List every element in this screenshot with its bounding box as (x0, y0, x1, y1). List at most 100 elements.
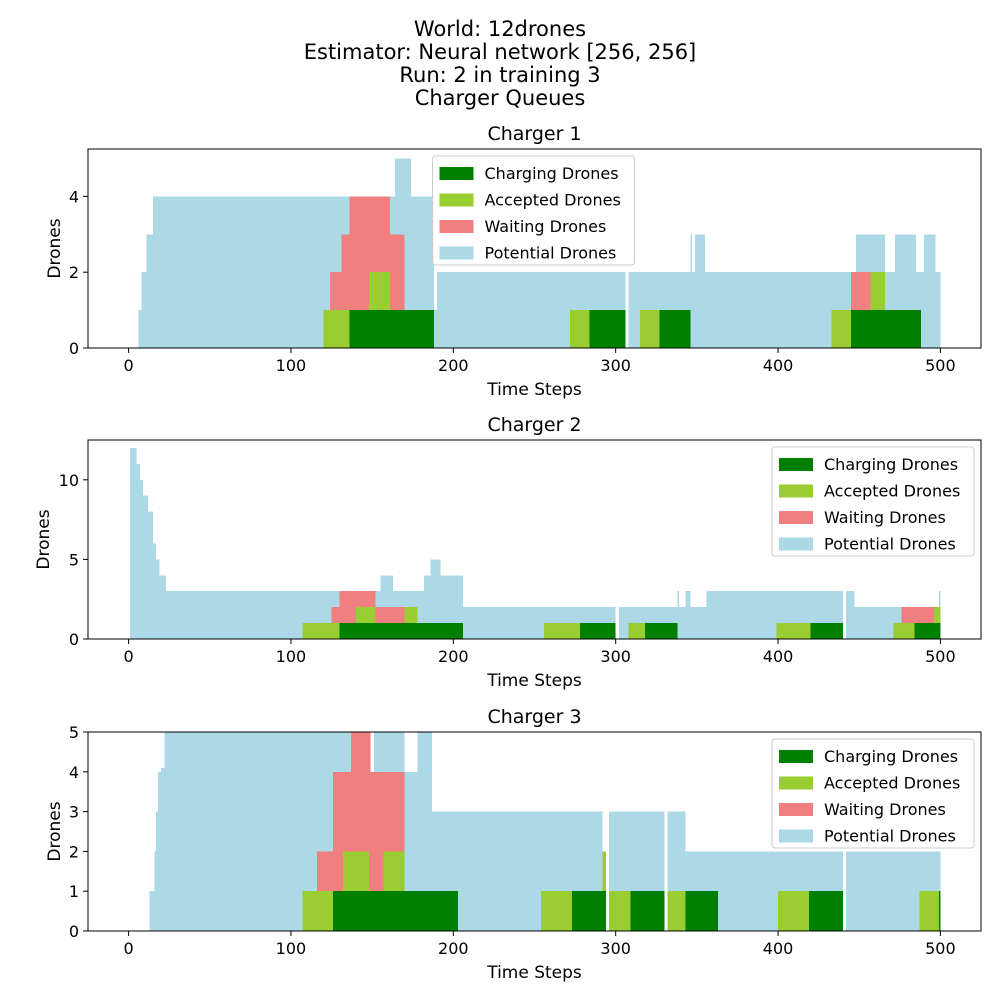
accepted-bar (667, 891, 686, 931)
potential-bar (331, 591, 340, 608)
charging-bar (851, 310, 856, 348)
potential-bar (458, 811, 541, 931)
accepted-bar (342, 851, 352, 892)
potential-bar (685, 851, 718, 892)
accepted-bar (329, 310, 342, 348)
waiting-bar (901, 607, 915, 624)
charging-bar (342, 891, 352, 931)
charging-bar (417, 623, 425, 639)
potential-bar (628, 607, 645, 624)
potential-bar (846, 591, 855, 639)
charging-bar (339, 623, 356, 639)
chart-panel-2: 0 100 200 300 400 500 0 5 10 Charger 2 Time Steps D… (34, 414, 982, 691)
potential-bar (136, 463, 140, 639)
x-axis-label: Time Steps (486, 963, 582, 983)
bars-group (130, 447, 941, 639)
charging-bar (933, 623, 939, 639)
accepted-bar (938, 607, 941, 624)
accepted-bar (540, 891, 572, 931)
accepted-legend-swatch (779, 776, 813, 790)
potential-bar (778, 851, 809, 892)
potential-bar (644, 607, 678, 624)
charging-bar (855, 310, 871, 348)
potential-bar (831, 272, 852, 311)
potential-bar (161, 767, 165, 931)
accepted-legend-label: Accepted Drones (485, 191, 621, 210)
x-tick-label: 500 (925, 939, 956, 958)
potential-bar (570, 272, 590, 311)
accepted-legend-swatch (439, 193, 474, 207)
waiting-bar (390, 234, 395, 311)
charging-bar (685, 891, 718, 931)
charging-bar (404, 623, 418, 639)
charging-bar (394, 891, 405, 931)
potential-bar (463, 607, 545, 639)
potential-bar (139, 479, 144, 639)
x-tick-label: 400 (763, 356, 794, 375)
legend-box (432, 155, 635, 266)
waiting-legend-swatch (779, 511, 813, 524)
charging-bar (579, 623, 616, 639)
chart-title: Charger 2 (487, 414, 581, 436)
waiting-legend-swatch (779, 803, 813, 816)
accepted-bar (394, 851, 405, 892)
charging-bar (602, 891, 606, 931)
charging-legend-label: Charging Drones (485, 164, 619, 183)
waiting-bar (329, 272, 342, 311)
charging-legend-swatch (779, 750, 813, 763)
charging-bar (370, 891, 374, 931)
potential-bar (164, 732, 303, 931)
accepted-bar (331, 623, 340, 639)
waiting-bar (393, 607, 405, 624)
potential-bar (130, 447, 137, 639)
potential-bar (924, 234, 936, 348)
accepted-bar (316, 891, 334, 931)
potential-legend-label: Potential Drones (485, 244, 617, 263)
charging-bar (417, 891, 423, 931)
charging-bar (432, 891, 459, 931)
charging-bar (368, 310, 390, 348)
waiting-bar (380, 607, 394, 624)
y-tick-label: 3 (69, 803, 79, 822)
waiting-bar (373, 771, 384, 892)
waiting-bar (394, 771, 405, 852)
potential-bar (579, 607, 616, 624)
potential-bar (776, 591, 811, 624)
potential-bar (302, 591, 332, 624)
potential-bar (540, 811, 572, 892)
potential-bar (159, 575, 166, 639)
potential-bar (375, 591, 381, 608)
potential-bar (690, 234, 692, 348)
potential-bar (143, 495, 149, 639)
charging-legend-swatch (439, 167, 474, 180)
x-tick-label: 0 (123, 647, 133, 666)
potential-bar (329, 196, 342, 273)
accepted-bar (355, 607, 376, 624)
potential-bar (404, 771, 418, 892)
potential-bar (437, 272, 571, 348)
x-tick-label: 0 (123, 939, 133, 958)
charging-bar (349, 310, 369, 348)
potential-bar (156, 559, 160, 639)
potential-legend-swatch (439, 246, 474, 260)
x-axis-label: Time Steps (486, 380, 582, 400)
y-tick-label: 0 (69, 339, 79, 358)
y-tick-label: 5 (69, 550, 79, 569)
potential-bar (640, 272, 660, 311)
potential-bar (667, 811, 686, 892)
potential-bar (893, 607, 902, 624)
chart-panel-1: 0 100 200 300 400 500 0 2 4 Charger 1 Time Steps Dr… (45, 123, 982, 400)
charging-bar (383, 891, 395, 931)
potential-bar (302, 732, 317, 892)
legend: Charging Drones Accepted Drones Waiting Dr… (432, 155, 635, 266)
potential-bar (165, 591, 303, 639)
potential-bar (152, 196, 324, 348)
accepted-bar (870, 272, 886, 311)
potential-bar (424, 575, 431, 624)
waiting-bar (333, 771, 343, 892)
charging-bar (422, 891, 433, 931)
potential-bar (938, 591, 941, 608)
accepted-legend-label: Accepted Drones (824, 774, 960, 793)
potential-bar (342, 732, 352, 772)
